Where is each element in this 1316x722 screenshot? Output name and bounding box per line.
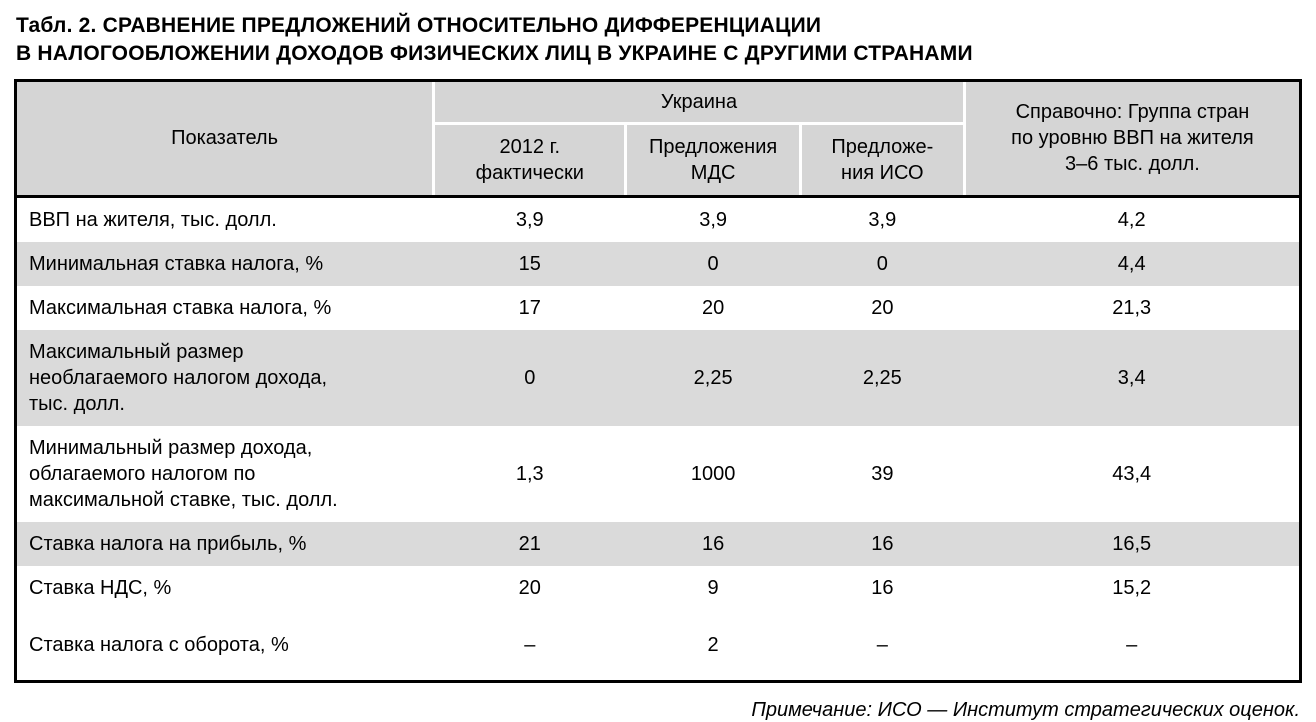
cell-value: 21,3 [1112,296,1152,319]
cell-value: 9 [707,576,719,599]
row-label: Ставка НДС, % [29,576,172,599]
cell-value: 15 [433,241,626,286]
row-label: Ставка налога с оборота, % [29,633,289,656]
column-header-mds-proposals: Предложения МДС [625,123,802,198]
cell-value: 17 [518,296,541,319]
cell-value: 0 [433,329,626,426]
table-row: Ставка налога с оборота, % – 2 – – [17,610,1299,680]
table-header: Показатель Украина Справочно: Группа стр… [17,81,1299,198]
table-title: Табл. 2. СРАВНЕНИЕ ПРЕДЛОЖЕНИЙ ОТНОСИТЕЛ… [16,14,973,66]
table-body: ВВП на жителя, тыс. долл. 3,9 3,9 3,9 4,… [17,196,1299,680]
cell-value: – [524,633,536,656]
cell-value: 39 [871,462,894,485]
cell-value: 43,4 [1112,462,1152,485]
table-row: Максимальный размер необлагаемого налого… [17,329,1299,426]
cell-value: – [876,633,888,656]
column-header-indicator: Показатель [17,81,436,198]
cell-value: 2 [707,633,719,656]
table-row: ВВП на жителя, тыс. долл. 3,9 3,9 3,9 4,… [17,196,1299,242]
table-row: Максимальная ставка налога, % 17 20 20 2… [17,286,1299,330]
footnote: Примечание: ИСО — Институт стратегически… [751,698,1300,721]
cell-value: 16 [625,521,801,566]
row-label: Минимальный размер дохода, облагаемого н… [29,436,338,511]
cell-value: 20 [871,296,894,319]
table-row: Ставка НДС, % 20 9 16 15,2 [17,566,1299,610]
cell-value: 16 [871,576,894,599]
cell-value: 20 [518,576,541,599]
row-label: Ставка налога на прибыль, % [17,521,434,566]
cell-value: 16,5 [964,521,1299,566]
row-label: Минимальная ставка налога, % [17,241,434,286]
column-header-iso-proposals: Предложе- ния ИСО [800,123,966,198]
cell-value: 1,3 [515,462,544,485]
cell-value: 0 [625,241,801,286]
cell-value: 3,4 [964,329,1299,426]
cell-value: 4,2 [1117,208,1146,231]
table-row: Ставка налога на прибыль, % 21 16 16 16,… [17,521,1299,566]
comparison-table: Показатель Украина Справочно: Группа стр… [14,78,1302,683]
cell-value: 1000 [690,462,736,485]
cell-value: 3,9 [868,208,897,231]
table-row: Минимальный размер дохода, облагаемого н… [17,426,1299,522]
cell-value: 16 [800,521,965,566]
cell-value: 21 [433,521,626,566]
column-header-reference-group: Справочно: Группа стран по уровню ВВП на… [964,81,1299,198]
cell-value: 15,2 [1112,576,1152,599]
cell-value: 4,4 [964,241,1299,286]
tax-comparison-table: Показатель Украина Справочно: Группа стр… [17,81,1299,680]
cell-value: – [1126,633,1138,656]
row-label: ВВП на жителя, тыс. долл. [29,208,277,231]
column-group-ukraine: Украина [433,81,966,125]
column-header-2012-actual: 2012 г. фактически [433,123,628,198]
cell-value: 2,25 [625,329,801,426]
table-row: Минимальная ставка налога, % 15 0 0 4,4 [17,241,1299,286]
cell-value: 2,25 [800,329,965,426]
cell-value: 0 [800,241,965,286]
cell-value: 20 [701,296,725,319]
cell-value: 3,9 [699,208,728,231]
cell-value: 3,9 [515,208,544,231]
row-label: Максимальная ставка налога, % [29,296,332,319]
row-label: Максимальный размер необлагаемого налого… [17,329,434,426]
